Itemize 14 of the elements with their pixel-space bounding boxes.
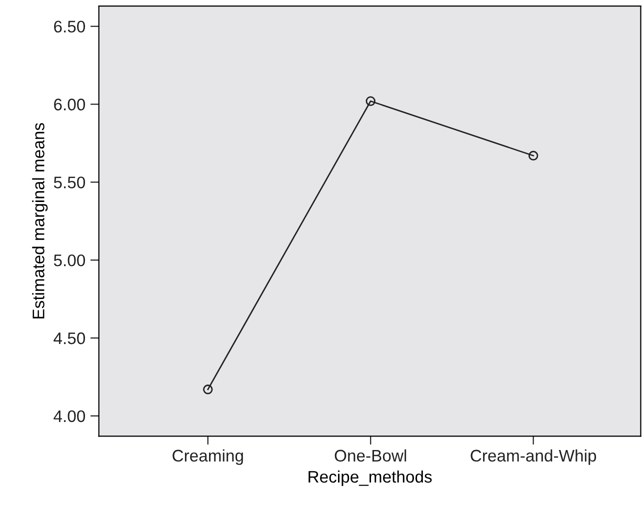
point	[528, 150, 538, 161]
y-axis-title: Estimated marginal means	[32, 123, 48, 318]
point	[203, 384, 213, 394]
x-axis-title: Recipe_methods	[308, 470, 432, 486]
x-tick-label: Creaming	[172, 449, 243, 465]
point	[366, 96, 376, 106]
y-tick-label: 6.00	[54, 98, 86, 110]
x-tick-label: Cream-and-Whip	[470, 449, 596, 465]
y-tick-label: 4.50	[54, 332, 86, 344]
y-tick-label: 6.50	[54, 20, 86, 33]
y-tick-label: 4.00	[54, 410, 86, 422]
y-tick-label: 5.00	[54, 254, 86, 266]
x-tick-label: One-Bowl	[334, 449, 406, 462]
y-tick-label: 5.50	[54, 176, 86, 188]
